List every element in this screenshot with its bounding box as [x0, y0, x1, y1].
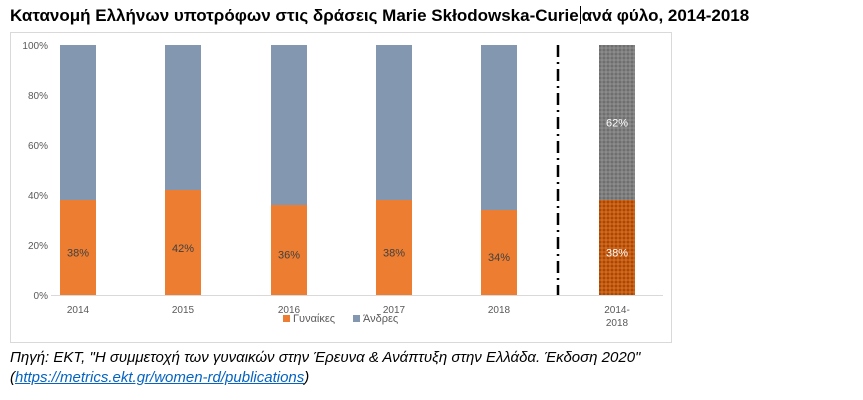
source-link-line: (https://metrics.ekt.gr/women-rd/publica… — [10, 368, 640, 388]
source-link[interactable]: https://metrics.ekt.gr/women-rd/publicat… — [15, 369, 305, 386]
legend-swatch — [353, 315, 360, 322]
y-tick-label: 40% — [28, 191, 48, 202]
y-tick-label: 20% — [28, 241, 48, 252]
x-tick-label: 2018 — [488, 305, 511, 316]
bar-segment — [271, 45, 307, 205]
bar-segment — [60, 200, 96, 295]
stacked-bar-chart: 0% 20% 40% 60% 80% 100% 38% 42% 36% 38% 34% 38% 62%… — [22, 41, 663, 329]
x-tick-label: 2016 — [278, 305, 301, 316]
data-label: 36% — [278, 250, 300, 262]
y-tick-label: 80% — [28, 91, 48, 102]
data-label: 42% — [172, 243, 194, 255]
bar-segment — [271, 205, 307, 295]
legend-swatch — [283, 315, 290, 322]
source-link-close: ) — [304, 369, 310, 386]
x-tick-label: 2017 — [383, 305, 406, 316]
legend-label: Γυναίκες — [293, 313, 335, 325]
source-link-open: ( — [10, 369, 15, 386]
y-tick-label: 0% — [34, 291, 49, 302]
data-label: 38% — [383, 247, 405, 259]
bar-segment — [60, 45, 96, 200]
x-tick-label: 2015 — [172, 305, 195, 316]
data-label: 38% — [67, 247, 89, 259]
bar-segment — [481, 45, 517, 210]
data-label: 34% — [488, 252, 510, 264]
chart-area: 0% 20% 40% 60% 80% 100% 38% 42% 36% 38% 34% 38% 62%… — [10, 32, 672, 343]
bar-segment — [376, 200, 412, 295]
data-label: 38% — [606, 247, 628, 259]
bar-segment — [599, 200, 635, 295]
chart-title-part2: ανά φύλο, 2014-2018 — [581, 6, 750, 25]
data-label: 62% — [606, 118, 628, 130]
x-tick-label: 2014- — [604, 305, 630, 316]
bar-segment — [599, 45, 635, 200]
chart-title: Κατανομή Ελλήνων υποτρόφων στις δράσεις … — [10, 6, 749, 26]
legend-label: Άνδρες — [363, 313, 398, 325]
x-tick-label: 2014 — [67, 305, 90, 316]
chart-title-part1: Κατανομή Ελλήνων υποτρόφων στις δράσεις … — [10, 6, 579, 25]
y-tick-label: 60% — [28, 141, 48, 152]
source-note: Πηγή: ΕΚΤ, "Η συμμετοχή των γυναικών στη… — [10, 348, 640, 388]
text-cursor — [579, 6, 581, 24]
source-text: Πηγή: ΕΚΤ, "Η συμμετοχή των γυναικών στη… — [10, 349, 641, 366]
bar-segment — [376, 45, 412, 200]
bar-segment — [165, 190, 201, 295]
y-tick-label: 100% — [22, 41, 48, 52]
bar-segment — [481, 210, 517, 295]
bar-segment — [165, 45, 201, 190]
x-tick-label: 2018 — [606, 318, 629, 329]
